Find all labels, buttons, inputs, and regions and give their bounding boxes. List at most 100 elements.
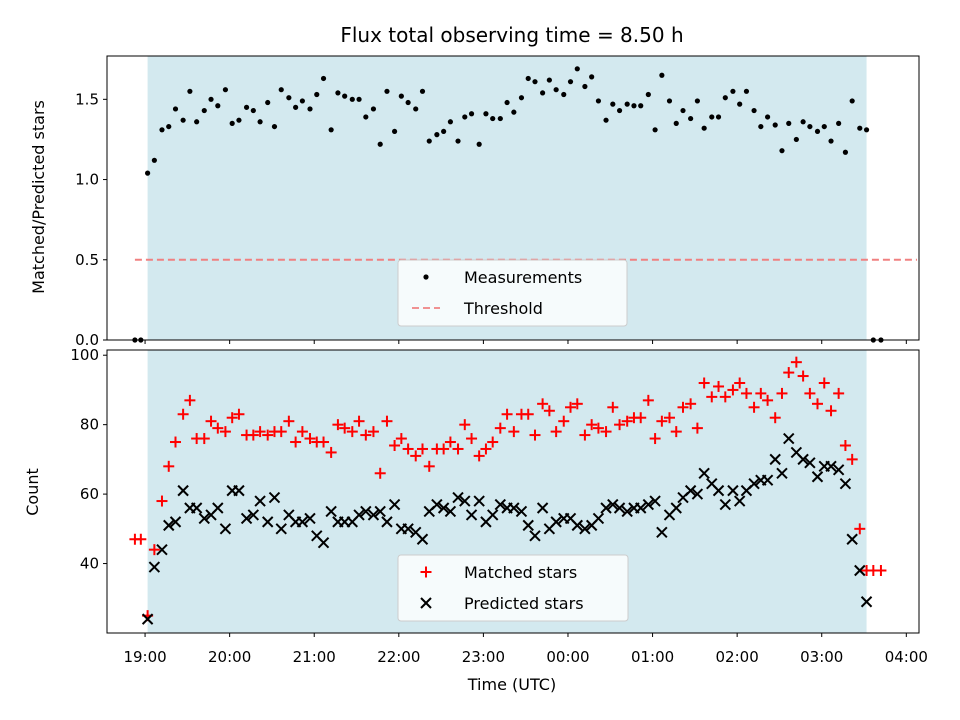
data-point (579, 429, 591, 441)
data-point (670, 502, 682, 514)
data-point (145, 170, 151, 176)
data-point (212, 502, 224, 514)
data-point (293, 104, 299, 110)
data-point (769, 453, 781, 466)
data-point (434, 132, 440, 138)
data-point (797, 370, 809, 382)
data-point (402, 523, 414, 535)
data-point (391, 128, 398, 135)
data-point (565, 401, 577, 413)
data-point (722, 95, 728, 101)
data-point (184, 394, 196, 406)
data-point (854, 564, 866, 577)
legend-label: Threshold (463, 299, 543, 318)
data-point (384, 88, 390, 94)
data-point (437, 502, 450, 514)
data-point (833, 387, 845, 399)
data-point (487, 436, 499, 448)
data-point (800, 119, 806, 125)
data-point (783, 367, 795, 379)
data-point (825, 460, 837, 473)
series-matched-stars (129, 356, 887, 622)
data-point (480, 443, 492, 455)
data-point (786, 120, 792, 126)
data-point (257, 119, 263, 125)
data-point (462, 114, 468, 120)
x-tick-label: 21:00 (293, 648, 336, 666)
data-point (592, 512, 605, 525)
data-point (688, 115, 694, 122)
data-point (205, 415, 217, 427)
data-point (656, 415, 668, 427)
plot-frame-ratio (106, 55, 920, 341)
data-point (215, 103, 221, 109)
data-point (494, 498, 507, 511)
data-point (571, 519, 583, 532)
data-point (621, 505, 633, 518)
data-point (733, 495, 746, 507)
data-point (247, 429, 259, 441)
data-point (395, 433, 407, 445)
data-point (734, 377, 746, 389)
data-point (328, 127, 334, 133)
data-point (691, 422, 703, 434)
data-point (812, 398, 823, 410)
data-point (727, 384, 739, 396)
data-point (670, 426, 682, 438)
data-point (814, 128, 821, 135)
legend-label: Measurements (464, 268, 582, 287)
data-point (212, 422, 224, 434)
data-point (673, 120, 679, 126)
data-point (318, 436, 330, 448)
data-point (603, 117, 609, 123)
data-point (536, 502, 549, 514)
data-point (441, 128, 447, 135)
data-point (423, 460, 435, 472)
data-point (459, 419, 471, 431)
data-point (748, 401, 760, 413)
data-point (156, 495, 168, 507)
data-point (473, 495, 485, 507)
data-point (476, 141, 482, 147)
x-tick-label: 04:00 (885, 648, 928, 666)
data-point (842, 149, 849, 155)
data-point (275, 426, 287, 438)
data-point (494, 422, 506, 434)
data-point (229, 120, 235, 126)
data-point (490, 115, 496, 122)
data-point (706, 391, 718, 403)
data-point (740, 387, 752, 399)
data-point (468, 111, 475, 117)
data-point (649, 433, 661, 445)
data-point (553, 87, 559, 93)
data-point (353, 415, 365, 427)
data-point (537, 398, 549, 410)
data-point (863, 127, 870, 133)
data-point (159, 127, 165, 133)
data-point (751, 107, 757, 114)
data-point (727, 484, 739, 497)
x-ticks-ratio (144, 340, 907, 344)
data-point (286, 95, 292, 101)
data-point (701, 125, 707, 131)
data-point (381, 516, 393, 528)
data-point (737, 101, 743, 107)
data-point (240, 512, 253, 525)
data-point (233, 484, 245, 497)
data-point (254, 495, 266, 507)
y-tick-label: 0.5 (75, 251, 99, 269)
data-point (748, 477, 760, 490)
data-point (804, 387, 816, 399)
data-point (265, 99, 271, 106)
legend-label: Predicted stars (464, 594, 584, 613)
data-point (222, 87, 229, 93)
data-point (156, 543, 168, 556)
panel-counts: 40 60 80 100 19:00 20:00 21:00 22:00 23:00 00:00… (23, 346, 928, 666)
data-point (685, 398, 697, 410)
data-point (857, 125, 863, 131)
data-point (571, 398, 583, 410)
data-point (416, 443, 428, 455)
data-point (776, 387, 788, 399)
data-point (613, 502, 626, 514)
data-point (558, 415, 570, 427)
